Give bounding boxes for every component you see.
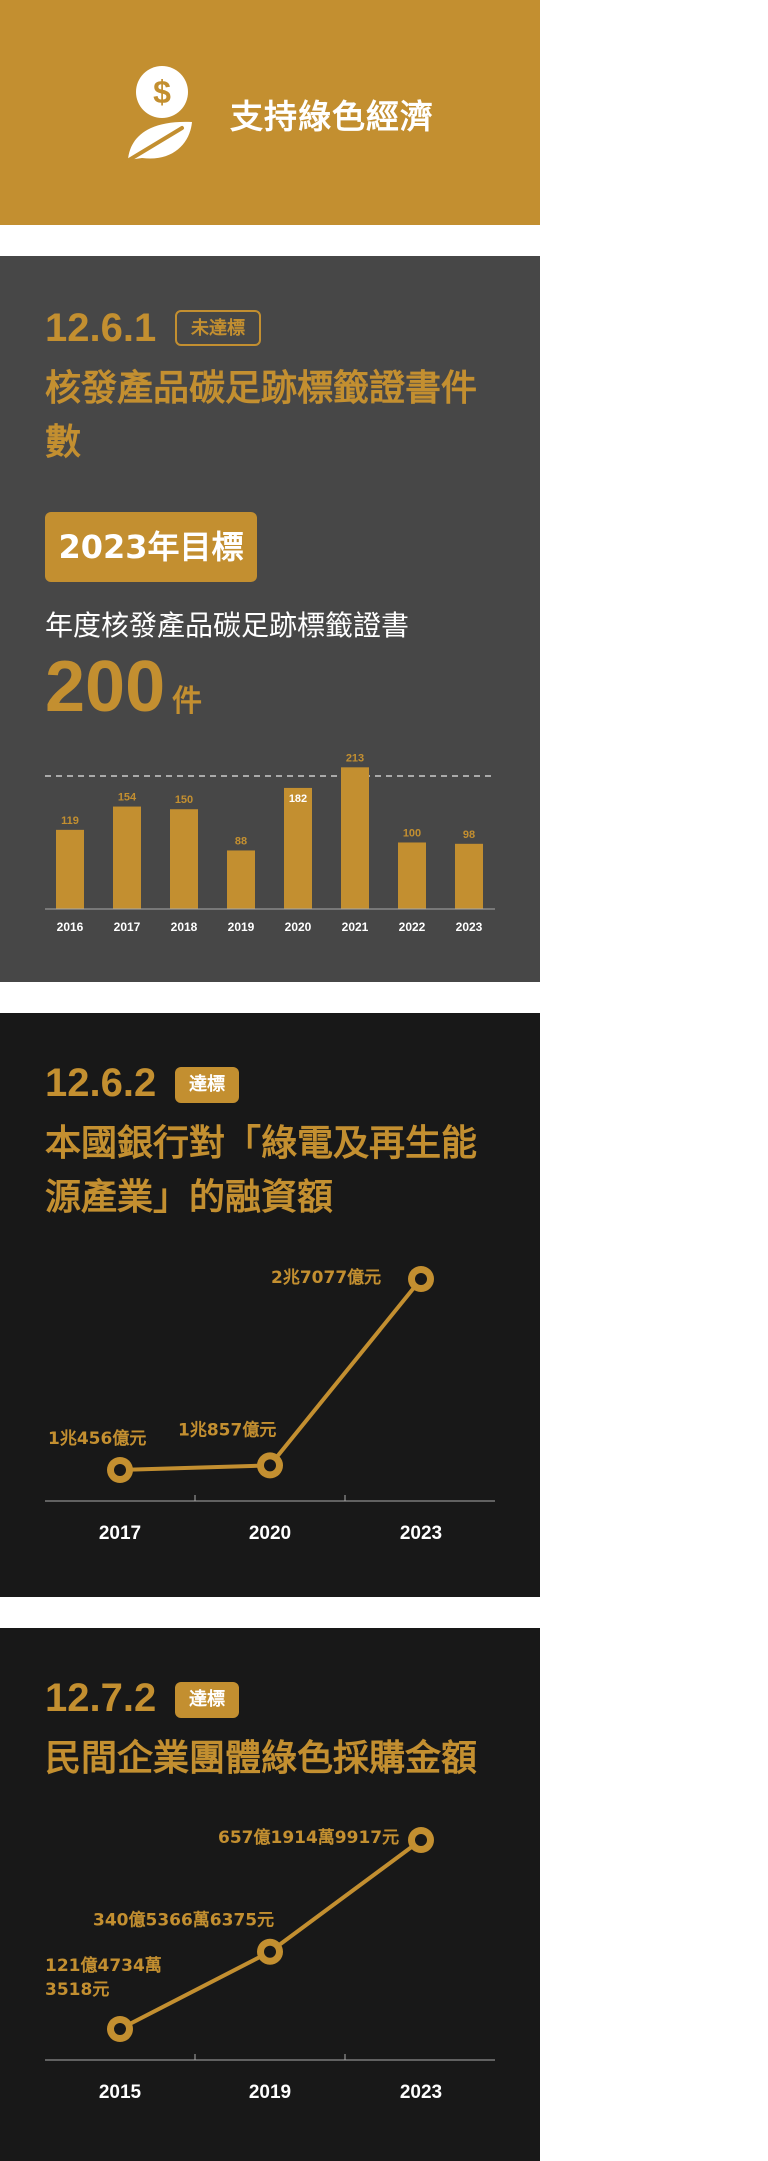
data-point-center — [415, 1834, 427, 1846]
section-title: 本國銀行對「綠電及再生能源產業」的融資額 — [45, 1123, 478, 1218]
bar — [227, 850, 255, 909]
data-label: 213 — [346, 752, 364, 764]
status-badge: 達標 — [175, 1682, 239, 1718]
status-badge: 未達標 — [175, 310, 261, 346]
section-carbon-footprint: 12.6.1 未達標 核發產品碳足跡標籤證書件數 2023年目標 年度核發產品碳… — [0, 256, 540, 982]
data-label: 88 — [235, 835, 247, 847]
section-green-procurement: 12.7.2 達標 民間企業團體綠色採購金額 121億4734萬 3518元 201… — [0, 1628, 540, 2161]
bar — [455, 843, 483, 909]
data-label: 2兆7077億元 — [271, 1267, 381, 1288]
section-title: 民間企業團體綠色採購金額 — [45, 1738, 478, 1779]
series-line — [119, 1838, 423, 2031]
goal-unit: 件 — [172, 684, 202, 719]
x-tick-label: 2018 — [171, 920, 198, 934]
x-tick-label: 2021 — [342, 920, 369, 934]
x-tick-label: 2020 — [249, 1523, 291, 1544]
series-line — [119, 1277, 423, 1472]
page-title: 支持綠色經濟 — [230, 97, 434, 136]
bar — [113, 806, 141, 909]
x-tick-label: 2017 — [99, 1523, 141, 1544]
status-badge: 達標 — [175, 1067, 239, 1103]
x-tick-label: 2022 — [399, 920, 426, 934]
data-label: 119 — [61, 815, 79, 827]
x-tick-label: 2023 — [400, 2082, 442, 2103]
data-point-center — [415, 1273, 427, 1285]
goal-description: 年度核發產品碳足跡標籤證書 — [45, 609, 410, 642]
bar — [170, 809, 198, 909]
data-label: 1兆456億元 — [48, 1428, 146, 1449]
data-point-center — [114, 1464, 126, 1476]
data-label: 121億4734萬 — [45, 1955, 162, 1976]
data-label: 1兆857億元 — [178, 1419, 276, 1440]
section-code: 12.6.2 — [45, 1061, 157, 1105]
data-label: 98 — [463, 829, 475, 841]
section-title: 核發產品碳足跡標籤證書件數 — [45, 368, 478, 463]
x-tick-label: 2016 — [57, 920, 84, 934]
bar — [56, 829, 84, 909]
bar — [341, 767, 369, 909]
data-label: 3518元 — [45, 1980, 109, 2000]
x-tick-label: 2019 — [228, 920, 255, 934]
data-label: 340億5366萬6375元 — [93, 1910, 274, 1931]
x-tick-label: 2015 — [99, 2082, 142, 2103]
section-green-financing: 12.6.2 達標 本國銀行對「綠電及再生能源產業」的融資額 1兆456億元 20… — [0, 1013, 540, 1597]
line-chart-financing: 1兆456億元 2017 1兆857億元 2020 2兆7077億元 2023 — [45, 1266, 495, 1544]
data-label: 100 — [403, 827, 421, 839]
x-tick-label: 2017 — [114, 920, 141, 934]
money-leaf-icon: $ — [122, 66, 192, 164]
svg-text:$: $ — [153, 74, 171, 110]
data-point-center — [264, 1459, 276, 1472]
x-tick-label: 2020 — [285, 920, 312, 934]
data-label: 154 — [118, 792, 137, 804]
bar — [398, 842, 426, 909]
section-code: 12.7.2 — [45, 1676, 157, 1720]
goal-label-badge: 2023年目標 — [45, 512, 257, 582]
bar — [284, 787, 312, 909]
data-point-center — [114, 2023, 126, 2035]
header-banner: $ 支持綠色經濟 — [0, 0, 540, 225]
x-tick-label: 2019 — [249, 2082, 291, 2103]
line-chart-procurement: 121億4734萬 3518元 2015 340億5366萬6375元 2019 657億… — [45, 1827, 495, 2103]
data-label: 657億1914萬9917元 — [218, 1827, 399, 1848]
data-label: 150 — [175, 794, 193, 806]
data-point-center — [264, 1945, 276, 1958]
data-label: 182 — [289, 793, 307, 805]
x-tick-label: 2023 — [400, 1523, 442, 1544]
bar-chart: 119 2016 154 2017 150 2018 88 2019 182 2020 213 202… — [45, 752, 495, 934]
goal-value: 200 — [45, 647, 166, 727]
section-code: 12.6.1 — [45, 306, 157, 350]
x-tick-label: 2023 — [456, 920, 483, 934]
